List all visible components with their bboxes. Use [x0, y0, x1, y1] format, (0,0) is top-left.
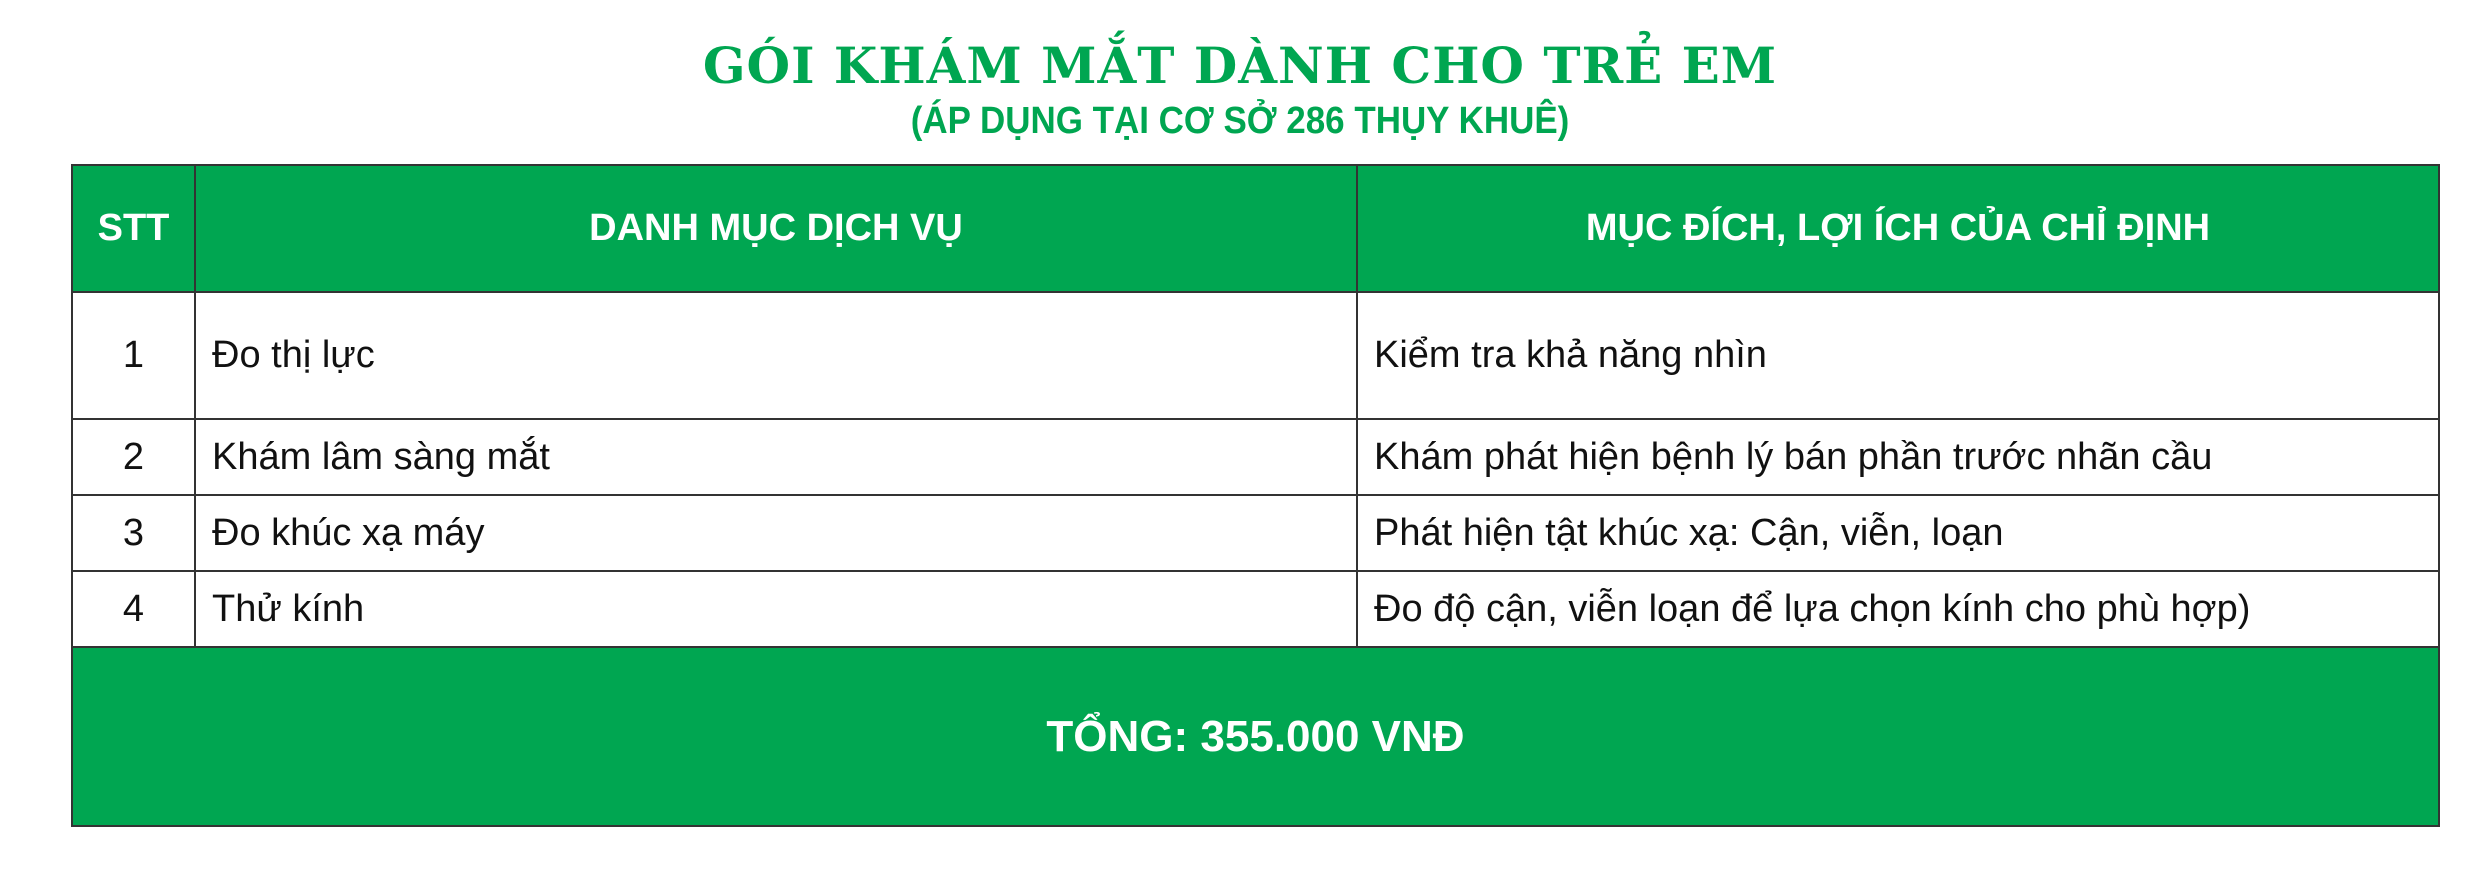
row-service: Đo khúc xạ máy: [194, 494, 1358, 572]
row-stt: 2: [71, 418, 196, 496]
row-purpose: Phát hiện tật khúc xạ: Cận, viễn, loạn: [1356, 494, 2440, 572]
row-purpose: Đo độ cận, viễn loạn để lựa chọn kính ch…: [1356, 570, 2440, 648]
row-service: Thử kính: [194, 570, 1358, 648]
table-row: 4 Thử kính Đo độ cận, viễn loạn để lựa c…: [71, 570, 2440, 648]
header-purpose: MỤC ĐÍCH, LỢI ÍCH CỦA CHỈ ĐỊNH: [1356, 164, 2440, 293]
table-row: 1 Đo thị lực Kiểm tra khả năng nhìn: [71, 291, 2440, 420]
row-purpose: Kiểm tra khả năng nhìn: [1356, 291, 2440, 420]
total-price: TỔNG: 355.000 VNĐ: [71, 646, 2440, 827]
page-subtitle: (ÁP DỤNG TẠI CƠ SỞ 286 THỤY KHUÊ): [910, 100, 1570, 142]
row-stt: 1: [71, 291, 196, 420]
page-title: GÓI KHÁM MẮT DÀNH CHO TRẺ EM: [702, 36, 1778, 95]
row-stt: 4: [71, 570, 196, 648]
table-row: 3 Đo khúc xạ máy Phát hiện tật khúc xạ: …: [71, 494, 2440, 572]
total-row: TỔNG: 355.000 VNĐ: [71, 646, 2440, 827]
row-service: Đo thị lực: [194, 291, 1358, 420]
row-service: Khám lâm sàng mắt: [194, 418, 1358, 496]
row-purpose: Khám phát hiện bệnh lý bán phần trước nh…: [1356, 418, 2440, 496]
row-stt: 3: [71, 494, 196, 572]
table-header-row: STT DANH MỤC DỊCH VỤ MỤC ĐÍCH, LỢI ÍCH C…: [71, 164, 2440, 293]
table-row: 2 Khám lâm sàng mắt Khám phát hiện bệnh …: [71, 418, 2440, 496]
header-service: DANH MỤC DỊCH VỤ: [194, 164, 1358, 293]
service-table: STT DANH MỤC DỊCH VỤ MỤC ĐÍCH, LỢI ÍCH C…: [71, 164, 2440, 827]
header-stt: STT: [71, 164, 196, 293]
